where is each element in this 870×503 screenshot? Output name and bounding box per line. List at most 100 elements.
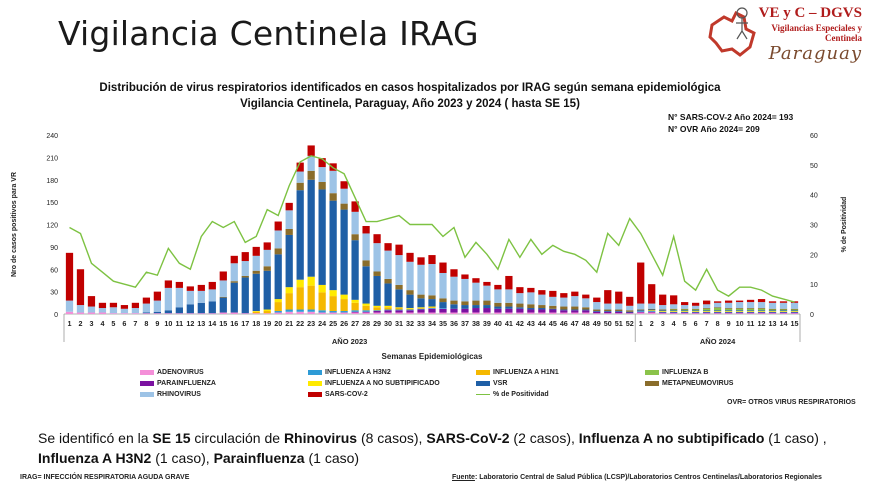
bar-segment: [274, 230, 282, 249]
bar-segment: [670, 311, 678, 313]
bar-segment: [274, 221, 282, 231]
x-tick-label: 1: [67, 319, 71, 328]
bar-segment: [208, 301, 216, 314]
bar-segment: [670, 309, 678, 311]
bar-segment: [593, 311, 601, 314]
bar-segment: [329, 200, 337, 291]
bar-segment: [263, 311, 271, 314]
x-tick-label: 34: [428, 319, 436, 328]
bar-segment: [362, 310, 370, 312]
bar-segment: [120, 308, 129, 314]
bar-segment: [483, 300, 491, 306]
bar-segment: [604, 311, 612, 312]
bar-segment: [735, 308, 744, 309]
bar-segment: [439, 308, 447, 313]
legend-swatch: [140, 391, 154, 397]
bar-segment: [659, 311, 667, 312]
y-tick-label: 90: [50, 245, 58, 252]
x-tick-label: 19: [263, 319, 271, 328]
bar-segment: [549, 296, 557, 306]
bar-segment: [307, 145, 315, 156]
bar-segment: [417, 312, 425, 314]
x-tick-label: 13: [197, 319, 205, 328]
bar-segment: [735, 312, 744, 314]
bar-segment: [274, 299, 282, 303]
bar-segment: [746, 312, 755, 314]
y-tick-label: 120: [46, 223, 58, 230]
x-tick-label: 10: [736, 319, 744, 328]
x-axis-title: Semanas Epidemiológicas: [382, 352, 483, 361]
bar-segment: [351, 234, 359, 241]
bar-segment: [285, 228, 293, 235]
bar-segment: [142, 312, 151, 314]
x-tick-label: 25: [329, 319, 337, 328]
summary-part: (8 casos),: [357, 430, 427, 446]
x-tick-label: 2: [650, 319, 654, 328]
x-tick-label: 12: [758, 319, 766, 328]
summary-text: Se identificó en la SE 15 circulación de…: [38, 428, 838, 468]
bar-segment: [285, 234, 293, 288]
bar-segment: [768, 302, 777, 309]
bar-segment: [318, 312, 326, 314]
x-tick-label: 45: [549, 319, 557, 328]
bar-segment: [186, 290, 194, 305]
y2-tick-label: 20: [810, 252, 818, 259]
bar-segment: [626, 312, 634, 314]
y2-tick-label: 50: [810, 163, 818, 170]
bar-segment: [494, 284, 502, 290]
bar-segment: [98, 312, 107, 314]
bar-segment: [713, 311, 722, 312]
bar-segment: [779, 313, 788, 314]
y2-tick-label: 60: [810, 133, 818, 140]
bar-segment: [197, 302, 205, 314]
bar-segment: [757, 299, 766, 303]
x-tick-label: 24: [318, 319, 326, 328]
bar-segment: [735, 313, 744, 314]
y-tick-label: 60: [50, 267, 58, 274]
bar-segment: [428, 308, 436, 309]
year-label: AÑO 2023: [332, 337, 367, 346]
bar-segment: [175, 313, 183, 314]
bar-segment: [109, 307, 118, 314]
bar-segment: [724, 308, 733, 309]
bar-segment: [373, 310, 381, 312]
x-tick-label: 8: [144, 319, 148, 328]
bar-segment: [757, 308, 766, 309]
bar-segment: [362, 311, 370, 313]
bar-segment: [395, 284, 403, 290]
bar-segment: [724, 312, 733, 314]
bar-segment: [241, 275, 249, 278]
bar-segment: [670, 313, 678, 314]
bar-segment: [153, 313, 161, 314]
bar-segment: [692, 309, 700, 311]
bar-segment: [153, 300, 161, 312]
bar-segment: [263, 266, 271, 271]
bar-segment: [604, 290, 612, 304]
bar-segment: [285, 311, 293, 314]
y2-tick-label: 10: [810, 282, 818, 289]
bar-segment: [724, 313, 733, 314]
bar-segment: [252, 311, 260, 312]
footer-source: Fuente: Laboratorio Central de Salud Púb…: [452, 474, 822, 481]
bar-segment: [538, 290, 546, 295]
bar-segment: [604, 313, 612, 314]
bar-segment: [549, 312, 557, 314]
bar-segment: [582, 307, 590, 310]
x-tick-label: 42: [516, 319, 524, 328]
bar-segment: [681, 311, 689, 313]
legend-item: INFLUENZA A H3N2: [308, 369, 391, 376]
bar-segment: [735, 300, 744, 303]
bar-segment: [779, 302, 788, 309]
x-tick-label: 20: [274, 319, 282, 328]
bar-segment: [713, 307, 722, 309]
bar-segment: [285, 309, 293, 312]
legend-line-swatch: [476, 393, 490, 395]
x-tick-label: 8: [716, 319, 720, 328]
bar-segment: [428, 264, 436, 296]
bar-segment: [296, 190, 304, 280]
legend-item: ADENOVIRUS: [140, 369, 204, 376]
legend-item: METAPNEUMOVIRUS: [645, 380, 733, 387]
bar-segment: [571, 306, 579, 310]
x-tick-label: 44: [538, 319, 546, 328]
bar-segment: [648, 309, 656, 311]
